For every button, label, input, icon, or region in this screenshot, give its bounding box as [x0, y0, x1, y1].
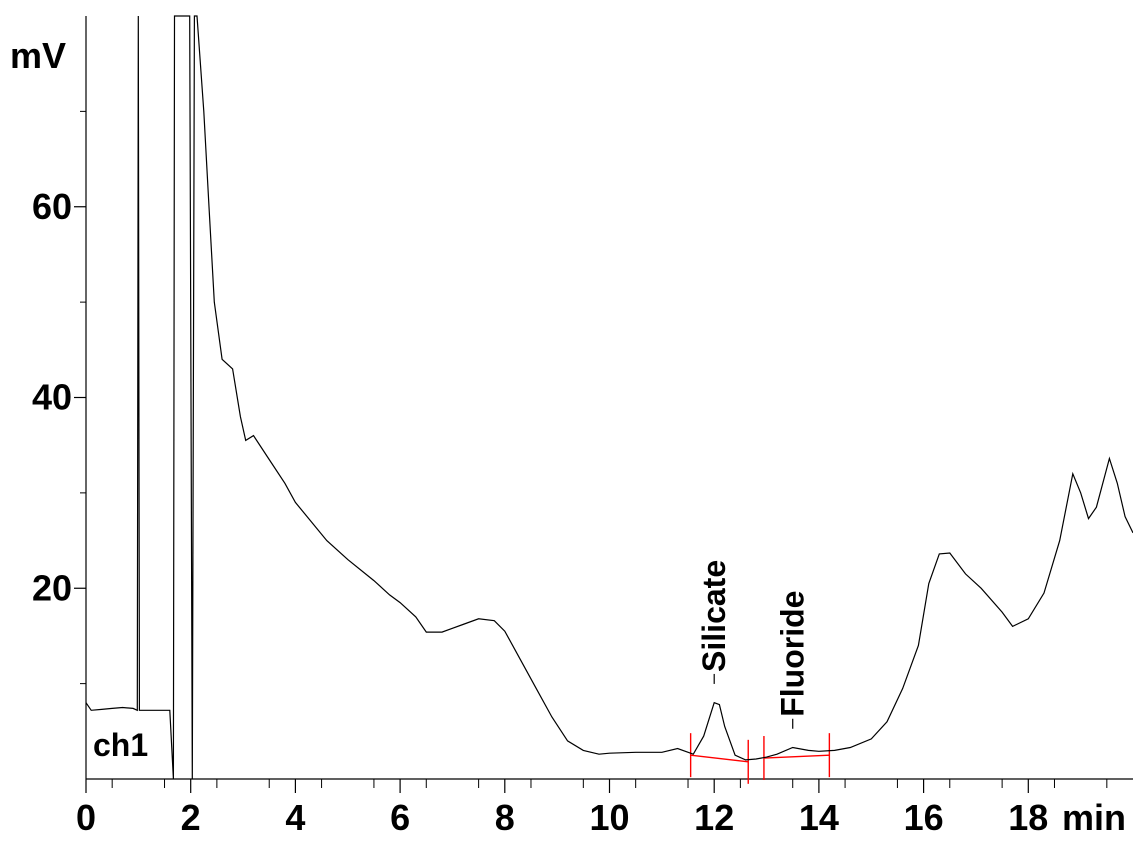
y-axis-ticks: 20 40 60 — [32, 110, 86, 685]
channel-label: ch1 — [93, 727, 148, 763]
x-tick-label: 14 — [799, 797, 839, 838]
x-tick-label: 4 — [285, 797, 305, 838]
x-tick-label: 0 — [76, 797, 96, 838]
x-axis-ticks: 0 2 4 6 8 10 12 14 16 18 — [76, 779, 1108, 838]
y-tick-label: 40 — [32, 377, 72, 418]
peak-label: Fluoride — [775, 591, 811, 717]
x-tick-label: 10 — [589, 797, 629, 838]
x-tick-label: 6 — [390, 797, 410, 838]
plot-area: 0 2 4 6 8 10 12 14 16 18 20 40 60 Silicate Fluoride — [32, 15, 1133, 838]
x-tick-label: 12 — [694, 797, 734, 838]
integration-baseline — [690, 754, 749, 763]
integration-baseline — [763, 754, 830, 759]
peak-label: Silicate — [696, 560, 732, 672]
x-tick-label: 2 — [181, 797, 201, 838]
signal-trace — [85, 15, 1133, 780]
y-tick-label: 60 — [32, 186, 72, 227]
x-tick-label: 18 — [1008, 797, 1048, 838]
y-axis-unit-label: mV — [10, 35, 66, 76]
integration-baselines — [689, 733, 831, 784]
x-axis-unit-label: min — [1062, 797, 1126, 838]
x-tick-label: 16 — [904, 797, 944, 838]
peak-labels: Silicate Fluoride — [696, 560, 811, 729]
y-tick-label: 20 — [32, 567, 72, 608]
x-tick-label: 8 — [495, 797, 515, 838]
